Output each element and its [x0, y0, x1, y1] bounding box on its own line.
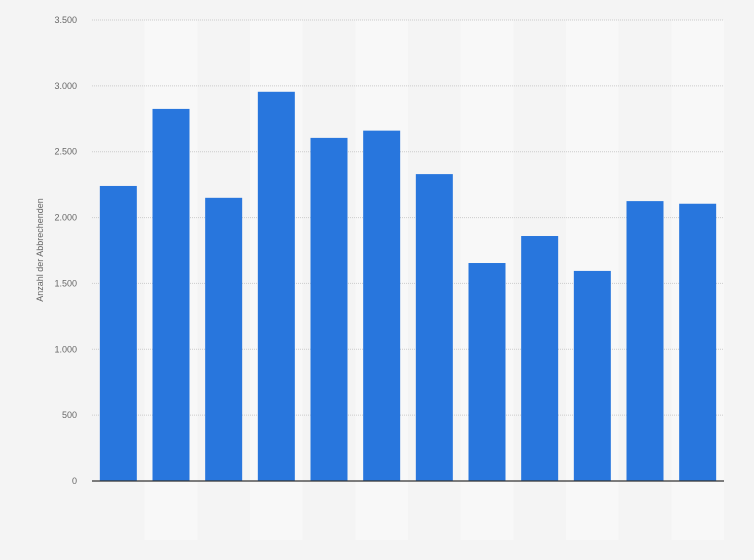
bar[interactable]	[415, 174, 453, 481]
gridlines	[92, 19, 724, 416]
bar[interactable]	[573, 270, 611, 481]
bar[interactable]	[99, 185, 137, 481]
bar[interactable]	[152, 108, 190, 482]
y-tick-label: 1.500	[54, 278, 77, 288]
y-axis-ticks: 0 500 1.000 1.500 2.000 2.500 3.000 3.500	[54, 15, 77, 486]
y-tick-label: 3.000	[54, 81, 77, 91]
bars	[99, 91, 717, 482]
y-tick-label: 0	[72, 476, 77, 486]
y-tick-label: 1.000	[54, 344, 77, 354]
y-axis-label: Anzahl der Abbrechenden	[35, 198, 45, 302]
y-tick-label: 3.500	[54, 15, 77, 25]
bar[interactable]	[310, 137, 348, 482]
bar[interactable]	[468, 263, 506, 481]
bar[interactable]	[257, 91, 295, 481]
y-tick-label: 2.000	[54, 213, 77, 223]
y-tick-label: 500	[62, 410, 77, 420]
bar[interactable]	[363, 130, 401, 481]
bar[interactable]	[679, 203, 717, 481]
bar[interactable]	[626, 201, 664, 481]
y-tick-label: 2.500	[54, 147, 77, 157]
bar[interactable]	[521, 236, 559, 481]
bar[interactable]	[205, 197, 243, 482]
